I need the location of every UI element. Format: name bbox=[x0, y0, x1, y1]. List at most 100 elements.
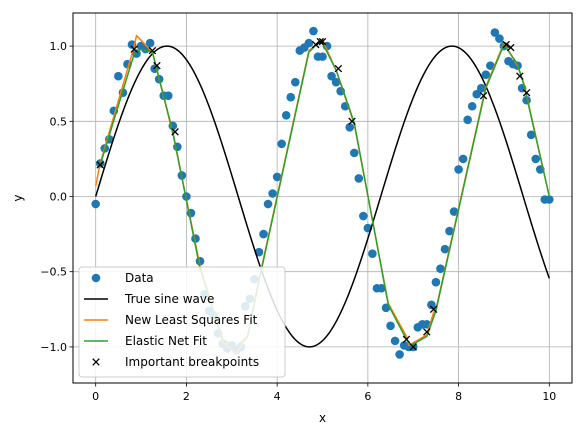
breakpoint-marker-stroke bbox=[318, 37, 327, 46]
data-point bbox=[304, 38, 314, 48]
breakpoint-marker-stroke bbox=[502, 40, 510, 49]
breakpoint-marker bbox=[348, 117, 356, 126]
x-tick-label: 4 bbox=[274, 390, 281, 403]
data-point bbox=[377, 283, 386, 293]
axes-frame bbox=[72, 12, 573, 384]
y-tick-label: 1.0 bbox=[50, 40, 68, 53]
y-tick-label: −0.5 bbox=[40, 266, 67, 279]
data-point bbox=[345, 123, 355, 132]
breakpoint-marker bbox=[318, 37, 327, 46]
x-tick-label: 8 bbox=[455, 390, 462, 403]
breakpoint-marker-stroke bbox=[96, 161, 104, 169]
legend-entry-data: Data bbox=[91, 271, 154, 285]
data-point bbox=[268, 189, 277, 198]
y-tick-label: 0.5 bbox=[50, 115, 68, 128]
breakpoint-marker-stroke bbox=[516, 72, 524, 80]
breakpoint-marker bbox=[516, 72, 524, 80]
breakpoint-marker bbox=[311, 40, 320, 49]
legend-label: New Least Squares Fit bbox=[125, 313, 258, 327]
ticks: 0 2 4 6 8 10 −1.0 −0.5 0.0 0.5 1.0 bbox=[40, 40, 556, 403]
breakpoint-marker-stroke bbox=[429, 305, 438, 314]
legend-label: Important breakpoints bbox=[125, 355, 259, 369]
legend-swatch-data bbox=[91, 273, 101, 283]
breakpoint-marker bbox=[522, 88, 531, 97]
breakpoint-marker bbox=[148, 46, 157, 55]
legend-swatch-stroke bbox=[92, 358, 100, 366]
data-point bbox=[440, 244, 450, 254]
breakpoint-marker bbox=[96, 161, 104, 169]
legend-label: Elastic Net Fit bbox=[125, 334, 207, 348]
legend-label: Data bbox=[125, 271, 154, 285]
data-point bbox=[263, 199, 273, 209]
y-tick-label: −1.0 bbox=[40, 341, 67, 354]
data-point bbox=[386, 321, 395, 331]
x-tick-label: 10 bbox=[542, 390, 556, 403]
breakpoint-marker-stroke bbox=[311, 40, 320, 49]
data-point bbox=[290, 77, 300, 87]
data-point bbox=[368, 249, 377, 258]
data-point bbox=[259, 229, 268, 239]
data-point bbox=[436, 264, 445, 273]
data-point bbox=[486, 61, 495, 70]
breakpoint-marker bbox=[506, 43, 515, 52]
breakpoint-marker bbox=[153, 61, 161, 70]
data-point bbox=[445, 226, 454, 236]
breakpoint-marker-stroke bbox=[522, 88, 531, 97]
data-point bbox=[431, 277, 441, 287]
breakpoint-marker-stroke bbox=[148, 46, 157, 55]
legend: Data True sine wave New Least Squares Fit E… bbox=[78, 266, 286, 378]
breakpoint-marker bbox=[502, 40, 510, 49]
breakpoint-marker-stroke bbox=[316, 37, 324, 46]
data-point bbox=[331, 77, 341, 87]
data-point bbox=[490, 28, 500, 37]
x-tick-label: 6 bbox=[364, 390, 371, 403]
legend-label: True sine wave bbox=[124, 292, 214, 306]
breakpoint-marker-stroke bbox=[348, 117, 356, 126]
data-point bbox=[354, 174, 364, 183]
data-point bbox=[286, 92, 296, 102]
data-point bbox=[481, 70, 491, 79]
data-point bbox=[463, 115, 472, 125]
data-point bbox=[458, 154, 468, 164]
breakpoint-marker-stroke bbox=[171, 128, 179, 136]
data-point bbox=[163, 91, 173, 101]
breakpoint-marker-stroke bbox=[423, 328, 431, 336]
x-tick-label: 0 bbox=[92, 390, 99, 403]
breakpoint-marker bbox=[334, 64, 343, 73]
data-point bbox=[359, 211, 368, 221]
breakpoint-marker-stroke bbox=[506, 43, 515, 52]
data-point bbox=[526, 130, 536, 140]
breakpoint-marker-stroke bbox=[130, 45, 139, 53]
breakpoint-marker-stroke bbox=[153, 61, 161, 70]
data-point bbox=[531, 154, 541, 164]
data-point bbox=[318, 52, 327, 61]
breakpoint-marker bbox=[130, 45, 139, 53]
x-tick-label: 2 bbox=[183, 390, 190, 403]
breakpoint-marker-stroke bbox=[402, 335, 411, 344]
data-point bbox=[449, 207, 459, 216]
legend-entry-elastic-net-fit: Elastic Net Fit bbox=[84, 334, 207, 348]
data-point bbox=[145, 38, 155, 48]
breakpoint-marker bbox=[429, 305, 438, 314]
data-point bbox=[454, 165, 463, 174]
data-point bbox=[395, 350, 404, 359]
series-layer bbox=[91, 26, 554, 359]
legend-entry-true-sine-wave: True sine wave bbox=[84, 292, 214, 306]
breakpoint-marker bbox=[316, 37, 324, 46]
legend-entry-important-breakpoints: Important breakpoints bbox=[92, 355, 259, 369]
y-axis-label: y bbox=[11, 194, 25, 201]
data-point bbox=[309, 26, 318, 36]
breakpoint-marker bbox=[171, 128, 179, 136]
data-point bbox=[495, 34, 504, 43]
breakpoint-marker-stroke bbox=[334, 64, 343, 73]
data-point bbox=[114, 71, 123, 81]
breakpoint-marker bbox=[479, 91, 488, 100]
data-point bbox=[272, 172, 282, 182]
legend-swatch-important-breakpoints bbox=[92, 358, 100, 366]
true-sine-wave-line bbox=[94, 45, 551, 348]
breakpoint-marker-stroke bbox=[409, 343, 417, 351]
data-point bbox=[545, 195, 554, 204]
data-point bbox=[476, 83, 486, 93]
data-point bbox=[277, 139, 286, 149]
